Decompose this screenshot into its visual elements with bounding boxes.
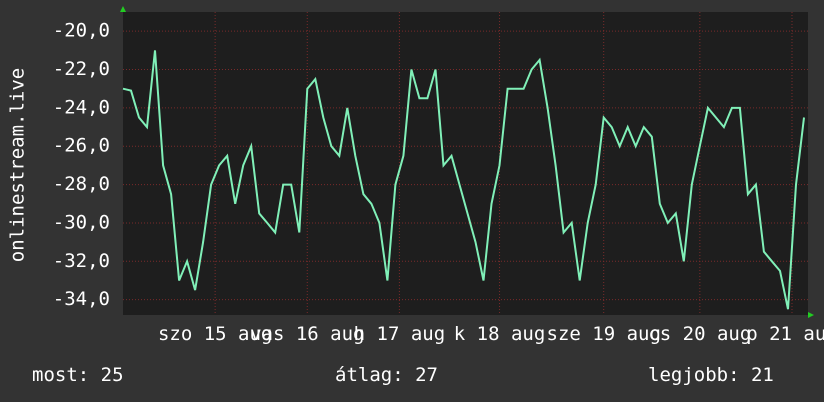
stat-current: most: 25: [32, 364, 124, 386]
stat-average: átlag: 27: [335, 364, 438, 386]
y-tick-label: -22,0: [53, 58, 110, 80]
x-tick-label: szo 15 aug: [158, 323, 272, 345]
y-tick-label: -32,0: [53, 250, 110, 272]
x-tick-label: k 18 aug: [454, 323, 546, 345]
data-line: [122, 50, 805, 310]
y-tick-label: -20,0: [53, 20, 110, 42]
x-tick-label: sze 19 aug: [547, 323, 661, 345]
y-tick-label: -34,0: [53, 288, 110, 310]
plot-area: [123, 12, 808, 315]
y-tick-label: -28,0: [53, 173, 110, 195]
x-tick-label: cs 20 aug: [648, 323, 751, 345]
x-tick-label: p 21 aug: [746, 323, 824, 345]
y-tick-label: -24,0: [53, 96, 110, 118]
y-axis-label: onlinestream.live: [7, 68, 29, 262]
y-tick-label: -26,0: [53, 135, 110, 157]
x-tick-label: h 17 aug: [354, 323, 446, 345]
stat-best: legjobb: 21: [648, 364, 774, 386]
axis-arrow: [120, 6, 126, 12]
y-tick-label: -30,0: [53, 211, 110, 233]
axis-arrow: [808, 312, 814, 318]
x-tick-label: vas 16 aug: [250, 323, 364, 345]
